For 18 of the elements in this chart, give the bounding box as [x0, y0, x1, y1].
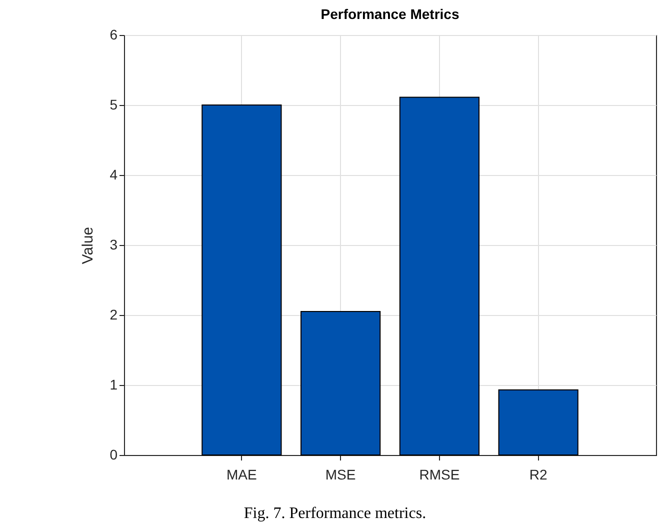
- x-tick-label: R2: [529, 466, 548, 482]
- bar: [202, 104, 282, 456]
- y-tick-label: 4: [110, 166, 118, 182]
- y-tick-label: 2: [110, 306, 118, 322]
- bar: [498, 389, 578, 456]
- chart-title: Performance Metrics: [320, 6, 460, 22]
- y-axis-title: Value: [80, 226, 97, 264]
- x-tick-label: MAE: [226, 466, 257, 482]
- y-tick-label: 0: [110, 446, 118, 462]
- y-tick-label: 5: [110, 96, 118, 112]
- bar: [399, 96, 480, 456]
- y-tick-label: 3: [110, 236, 118, 252]
- y-tick-label: 6: [110, 26, 118, 42]
- bar: [300, 311, 381, 456]
- caption: Fig. 7. Performance metrics.: [242, 505, 428, 522]
- x-tick-label: MSE: [325, 466, 356, 482]
- x-tick-label: RMSE: [419, 466, 460, 482]
- y-tick-label: 1: [110, 376, 118, 392]
